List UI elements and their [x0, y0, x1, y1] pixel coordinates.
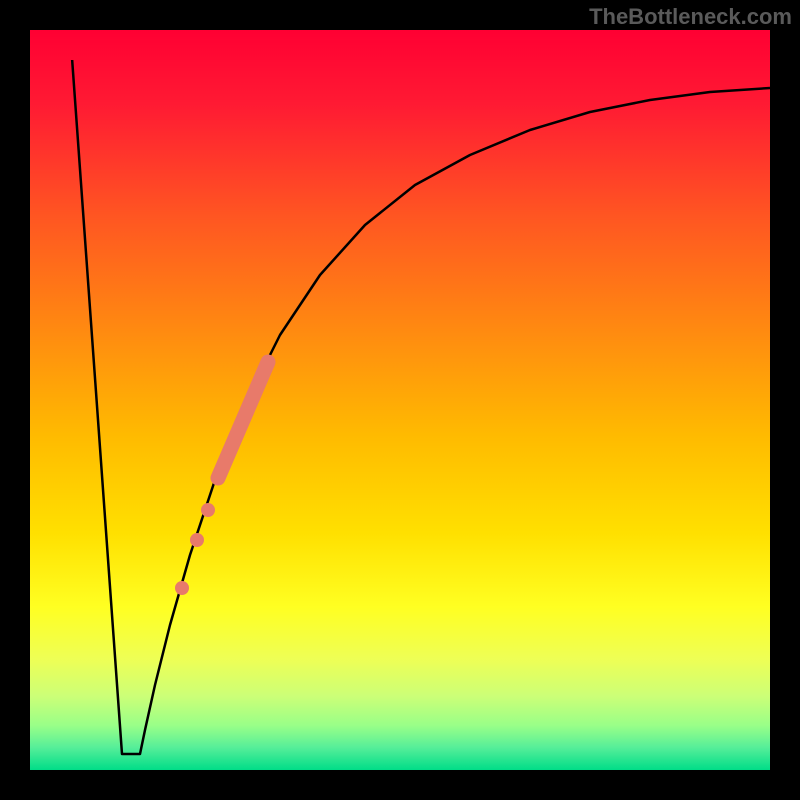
data-point: [175, 581, 189, 595]
watermark-text: TheBottleneck.com: [589, 4, 792, 30]
chart-container: TheBottleneck.com: [0, 0, 800, 800]
data-point: [190, 533, 204, 547]
heatmap-background: [30, 30, 770, 770]
bottleneck-chart: [0, 0, 800, 800]
data-point: [201, 503, 215, 517]
